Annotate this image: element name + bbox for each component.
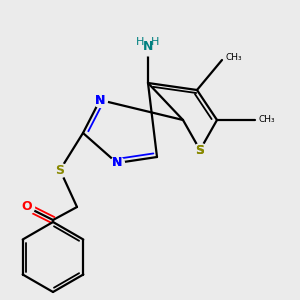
Text: CH₃: CH₃ xyxy=(226,53,242,62)
Text: S: S xyxy=(196,143,205,157)
Text: N: N xyxy=(112,157,122,169)
Text: CH₃: CH₃ xyxy=(259,116,275,124)
Text: N: N xyxy=(143,40,153,53)
Text: S: S xyxy=(196,143,205,157)
Text: S: S xyxy=(56,164,64,176)
Text: H: H xyxy=(136,37,145,46)
Text: N: N xyxy=(112,157,122,169)
Text: O: O xyxy=(22,200,32,214)
Text: H: H xyxy=(151,37,160,46)
Text: N: N xyxy=(95,94,105,106)
Text: N: N xyxy=(95,94,105,106)
